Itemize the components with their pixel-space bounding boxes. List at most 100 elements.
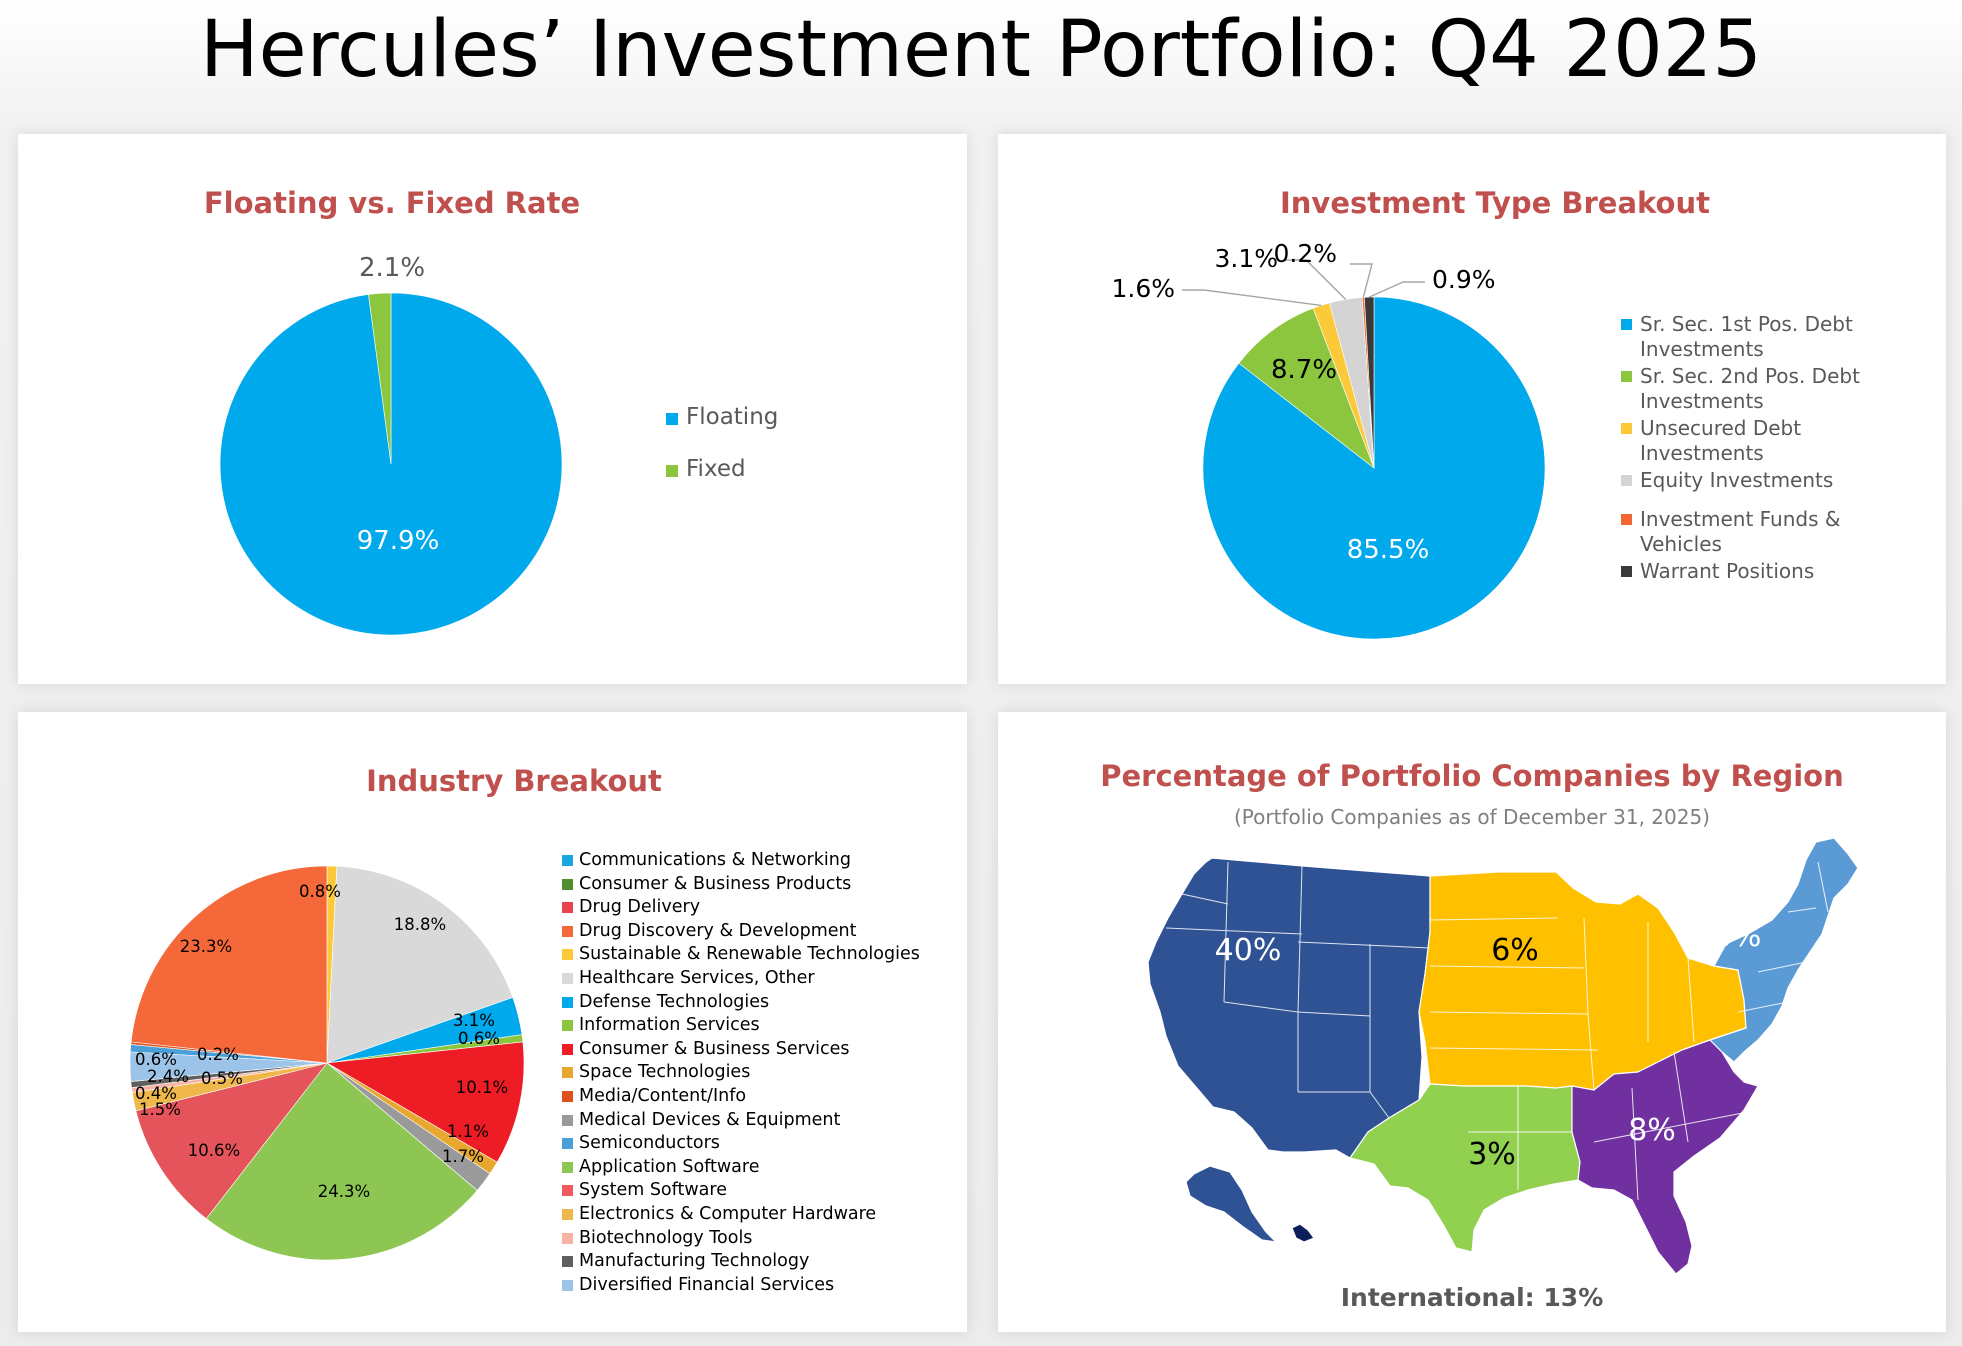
data-label: 0.2% [197, 1045, 239, 1064]
data-label: 0.5% [201, 1069, 243, 1088]
region-label-southeast: 8% [1628, 1113, 1676, 1148]
investment-type-chart: Investment Type Breakout 85.5% 8.7% 1.6% 3.… [1111, 186, 1710, 640]
legend-item: Investment Funds & Vehicles [1621, 507, 1921, 557]
data-label: 8.7% [1271, 355, 1337, 385]
legend-swatch [562, 972, 573, 984]
legend-item: Media/Content/Info [562, 1085, 920, 1109]
pie-slice [1238, 307, 1375, 469]
investment-type-legend: Sr. Sec. 1st Pos. Debt Investments Sr. Sec… [1621, 312, 1921, 586]
legend-swatch [562, 1067, 573, 1079]
legend-swatch [562, 1185, 573, 1197]
legend-swatch [562, 1043, 573, 1055]
legend-swatch [666, 413, 678, 425]
leader-line [1182, 289, 1322, 307]
legend-swatch [562, 949, 573, 961]
legend-swatch [1621, 319, 1632, 330]
legend-swatch [1621, 566, 1632, 577]
legend-label: Healthcare Services, Other [579, 967, 815, 988]
legend-label: Biotechnology Tools [579, 1227, 753, 1248]
floating-fixed-chart: Floating vs. Fixed Rate 97.9% 2.1% [204, 186, 580, 636]
legend-swatch [562, 902, 573, 914]
legend-label: Drug Delivery [579, 897, 701, 918]
legend-item: Drug Delivery [562, 896, 920, 920]
region-hawaii [1291, 1223, 1315, 1243]
legend-item: Sustainable & Renewable Technologies [562, 943, 920, 967]
legend-item: Consumer & Business Services [562, 1038, 920, 1062]
legend-swatch [562, 1090, 573, 1102]
legend-item: Floating [666, 404, 778, 456]
legend-label: Sr. Sec. 1st Pos. Debt Investments [1640, 312, 1853, 361]
region-panel: Percentage of Portfolio Companies by Reg… [998, 712, 1946, 1332]
floating-fixed-pie: 97.9% 2.1% [219, 253, 563, 636]
legend-swatch [666, 465, 678, 477]
legend-item: Drug Discovery & Development [562, 920, 920, 944]
legend-label: Investment Funds & Vehicles [1640, 507, 1841, 556]
legend-label: Space Technologies [579, 1062, 751, 1083]
region-label-west: 40% [1215, 933, 1282, 968]
legend-label: Semiconductors [579, 1133, 720, 1154]
legend-item: Consumer & Business Products [562, 873, 920, 897]
international-label: International: 13% [1341, 1283, 1604, 1312]
legend-label: Drug Discovery & Development [579, 920, 857, 941]
data-label: 1.6% [1111, 274, 1175, 303]
legend-label: Communications & Networking [579, 850, 851, 870]
legend-label: Manufacturing Technology [579, 1251, 810, 1272]
legend-swatch [1621, 475, 1632, 486]
legend-swatch [562, 1114, 573, 1126]
legend-item: Biotechnology Tools [562, 1227, 920, 1251]
legend-label: Media/Content/Info [579, 1085, 747, 1106]
legend-swatch [562, 1232, 573, 1244]
legend-swatch [562, 1208, 573, 1220]
legend-label: Defense Technologies [579, 991, 770, 1012]
legend-item: Defense Technologies [562, 991, 920, 1015]
investment-type-panel: Investment Type Breakout 85.5% 8.7% 1.6% 3.… [998, 134, 1946, 684]
pie-slice [1364, 296, 1375, 469]
legend-label: Fixed [686, 456, 746, 482]
pie-slice [130, 865, 328, 1064]
state-borders [1165, 861, 1829, 1201]
data-label: 85.5% [1347, 535, 1430, 565]
data-label: 1.7% [442, 1147, 484, 1166]
legend-label: Medical Devices & Equipment [579, 1109, 841, 1130]
legend-label: Application Software [579, 1156, 760, 1177]
region-west [1147, 857, 1431, 1159]
floating-fixed-legend: Floating Fixed [666, 404, 778, 508]
legend-item: Healthcare Services, Other [562, 967, 920, 991]
legend-item: Fixed [666, 456, 778, 508]
legend-swatch [562, 925, 573, 937]
legend-label: Sustainable & Renewable Technologies [579, 944, 920, 965]
legend-label: Electronics & Computer Hardware [579, 1203, 877, 1224]
legend-swatch [1621, 514, 1632, 525]
legend-label: Diversified Financial Services [579, 1274, 835, 1295]
international-label-text: International: [1341, 1283, 1535, 1312]
legend-item: Warrant Positions [1621, 559, 1921, 584]
legend-swatch [562, 996, 573, 1008]
legend-item: Semiconductors [562, 1132, 920, 1156]
legend-label: Warrant Positions [1640, 559, 1815, 583]
leader-line [1350, 263, 1373, 298]
pie-slice [135, 1062, 328, 1220]
legend-item: Sr. Sec. 2nd Pos. Debt Investments [1621, 364, 1921, 414]
floating-fixed-panel: Floating vs. Fixed Rate 97.9% 2.1% Floati… [18, 134, 967, 684]
legend-item: Manufacturing Technology [562, 1250, 920, 1274]
data-label: 10.1% [456, 1078, 508, 1097]
region-label-northeast: 30% [1695, 919, 1762, 954]
data-label: 23.3% [180, 937, 232, 956]
data-label: 1.1% [447, 1122, 489, 1141]
chart-title: Floating vs. Fixed Rate [204, 186, 580, 220]
data-label: 2.4% [147, 1067, 189, 1086]
pie-slice [205, 1062, 478, 1261]
region-label-midwest: 6% [1491, 933, 1539, 968]
us-map [1147, 837, 1859, 1275]
chart-title: Investment Type Breakout [1280, 186, 1710, 220]
legend-label: Sr. Sec. 2nd Pos. Debt Investments [1640, 364, 1860, 413]
data-label: 3.1% [453, 1011, 495, 1030]
legend-item: Sr. Sec. 1st Pos. Debt Investments [1621, 312, 1921, 362]
legend-item: Electronics & Computer Hardware [562, 1203, 920, 1227]
legend-item: Application Software [562, 1156, 920, 1180]
legend-swatch [1621, 423, 1632, 434]
chart-subtitle: (Portfolio Companies as of December 31, … [1234, 805, 1710, 829]
data-label: 3.1% [1214, 244, 1278, 273]
legend-item: Space Technologies [562, 1061, 920, 1085]
legend-label: Equity Investments [1640, 468, 1834, 492]
